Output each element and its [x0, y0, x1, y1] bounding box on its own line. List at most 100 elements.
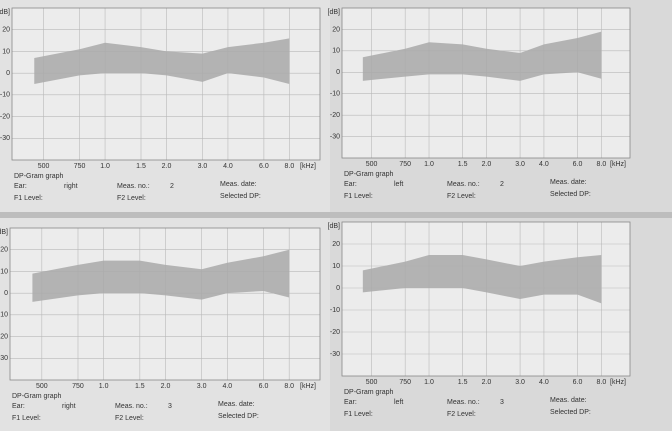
- x-tick-label: 4.0: [539, 161, 549, 168]
- dp-band: [32, 249, 290, 302]
- field-label: Meas. date:: [550, 179, 587, 186]
- plot-frame: [9, 227, 321, 381]
- graph-title: DP-Gram graph: [14, 173, 64, 180]
- dp-band: [34, 38, 290, 84]
- y-tick-label: -30: [0, 135, 10, 142]
- dp-gram-panel: 20 10 0 -10 -20 -30 500 750 1.0 1.5 2.0 3.0 4.0 6.0 8.…: [328, 7, 631, 200]
- y-tick-label: 0: [336, 69, 340, 76]
- x-tick-label: 3.0: [197, 383, 207, 390]
- field-label: F1 Level:: [344, 411, 373, 418]
- x-tick-label: 500: [36, 383, 48, 390]
- x-tick-label: 3.0: [515, 379, 525, 386]
- field-label: Selected DP:: [550, 409, 591, 416]
- x-axis-unit: [kHz]: [610, 161, 626, 168]
- y-tick-label: -30: [330, 351, 340, 358]
- y-tick-label: 10: [332, 48, 340, 55]
- field-value: 2: [170, 183, 174, 190]
- y-tick-label: -20: [330, 329, 340, 336]
- plot-area: [342, 8, 630, 158]
- y-tick-label: -20: [330, 112, 340, 119]
- field-label: F1 Level:: [12, 415, 41, 422]
- field-label: Meas. no.:: [117, 183, 150, 190]
- y-axis-unit: [dB]: [0, 9, 10, 16]
- y-tick-label: 10: [332, 263, 340, 270]
- y-tick-label: 20: [332, 241, 340, 248]
- x-tick-label: 1.0: [424, 379, 434, 386]
- x-tick-label: 4.0: [222, 383, 232, 390]
- y-tick-label: -10: [330, 91, 340, 98]
- field-label: Meas. date:: [218, 401, 255, 408]
- field-label: Ear:: [344, 181, 357, 188]
- field-label: F2 Level:: [117, 195, 146, 202]
- plot-frame: [11, 7, 321, 161]
- x-tick-label: 8.0: [285, 163, 295, 170]
- y-axis-unit: [dB]: [0, 229, 8, 236]
- y-axis-unit: [dB]: [328, 9, 341, 16]
- y-tick-label: -20: [0, 333, 8, 340]
- x-tick-label: 4.0: [223, 163, 233, 170]
- field-label: Selected DP:: [550, 191, 591, 198]
- field-value: left: [394, 399, 403, 406]
- x-tick-label: 6.0: [573, 379, 583, 386]
- x-tick-label: 6.0: [573, 161, 583, 168]
- dp-band: [362, 255, 602, 304]
- x-tick-label: 500: [38, 163, 50, 170]
- x-tick-label: 1.0: [99, 383, 109, 390]
- x-tick-label: 6.0: [259, 383, 269, 390]
- y-tick-label: -20: [0, 113, 10, 120]
- y-tick-label: 0: [6, 70, 10, 77]
- field-value: 3: [168, 403, 172, 410]
- y-tick-label: 10: [0, 268, 8, 275]
- x-tick-label: 1.0: [100, 163, 110, 170]
- x-tick-label: 2.0: [161, 383, 171, 390]
- field-value: right: [64, 183, 78, 190]
- dp-band: [362, 31, 602, 81]
- plot-area: [10, 228, 320, 380]
- plot-frame: [341, 221, 631, 377]
- field-label: Meas. date:: [220, 181, 257, 188]
- x-tick-label: 1.0: [424, 161, 434, 168]
- field-label: F2 Level:: [115, 415, 144, 422]
- x-tick-label: 4.0: [539, 379, 549, 386]
- field-label: Ear:: [12, 403, 25, 410]
- y-tick-label: 20: [0, 247, 8, 254]
- x-tick-label: 1.5: [135, 383, 145, 390]
- y-tick-label: 0: [336, 285, 340, 292]
- page-fold: [0, 212, 672, 218]
- x-axis-unit: [kHz]: [610, 379, 626, 386]
- x-tick-label: 750: [74, 163, 86, 170]
- x-tick-label: 3.0: [515, 161, 525, 168]
- field-label: F1 Level:: [14, 195, 43, 202]
- plot-frame: [341, 7, 631, 159]
- field-value: 2: [500, 181, 504, 188]
- y-tick-label: -10: [0, 92, 10, 99]
- graph-title: DP-Gram graph: [344, 171, 394, 178]
- field-value: left: [394, 181, 403, 188]
- field-label: F1 Level:: [344, 193, 373, 200]
- x-tick-label: 500: [366, 161, 378, 168]
- x-tick-label: 2.0: [162, 163, 172, 170]
- y-tick-label: 20: [332, 26, 340, 33]
- field-label: Selected DP:: [220, 193, 261, 200]
- field-label: F2 Level:: [447, 193, 476, 200]
- field-value: right: [62, 403, 76, 410]
- y-tick-label: 20: [2, 27, 10, 34]
- field-label: Meas. no.:: [447, 399, 480, 406]
- x-tick-label: 750: [399, 379, 411, 386]
- y-tick-label: -30: [330, 133, 340, 140]
- field-label: F2 Level:: [447, 411, 476, 418]
- x-tick-label: 2.0: [482, 161, 492, 168]
- y-tick-label: 10: [2, 48, 10, 55]
- field-label: Meas. no.:: [115, 403, 148, 410]
- field-label: Ear:: [14, 183, 27, 190]
- y-tick-label: 0: [4, 290, 8, 297]
- y-tick-label: -30: [0, 355, 8, 362]
- field-value: 3: [500, 399, 504, 406]
- x-tick-label: 500: [366, 379, 378, 386]
- y-tick-label: -10: [330, 307, 340, 314]
- x-tick-label: 3.0: [198, 163, 208, 170]
- dp-gram-panel: 20 10 0 -10 -20 -30 500 750 1.0 1.5 2.0 3.0 4.0 6.0 8.…: [0, 227, 321, 422]
- x-tick-label: 6.0: [259, 163, 269, 170]
- graph-title: DP-Gram graph: [344, 389, 394, 396]
